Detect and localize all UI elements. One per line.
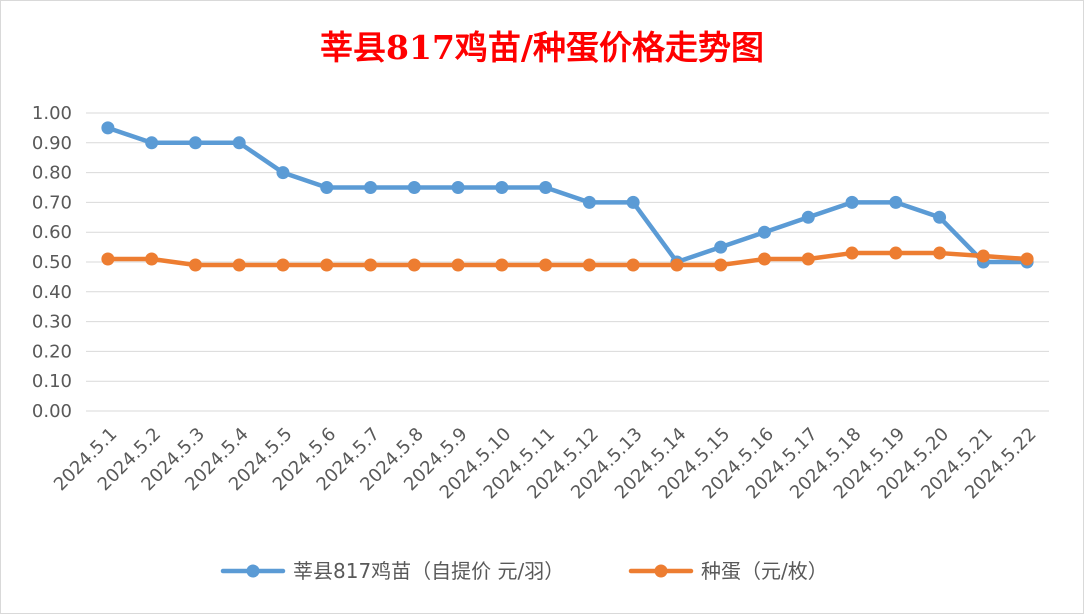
data-point — [101, 252, 115, 266]
data-point — [933, 246, 947, 260]
data-point — [232, 258, 246, 272]
y-tick-label: 0.40 — [32, 282, 72, 303]
data-point — [539, 181, 553, 194]
y-axis-ticks: 0.00 0.10 0.20 0.30 0.40 0.50 0.60 0.70 0.80 0.90… — [32, 103, 72, 422]
y-tick-label: 1.00 — [32, 103, 72, 124]
data-point — [188, 258, 202, 272]
series-line — [105, 125, 1030, 265]
data-point — [1020, 252, 1034, 266]
data-point — [451, 181, 465, 194]
y-tick-label: 0.60 — [32, 222, 72, 243]
data-point — [495, 258, 509, 272]
data-point — [407, 258, 421, 272]
data-point — [364, 181, 378, 194]
data-point — [495, 181, 509, 194]
data-point — [933, 210, 947, 224]
legend: 莘县817鸡苗（自提价 元/羽） 种蛋（元/枚） — [220, 559, 828, 583]
series-layer — [101, 121, 1034, 272]
data-point — [276, 258, 290, 272]
data-point — [845, 246, 859, 260]
legend-swatch-marker — [246, 564, 260, 578]
data-point — [320, 181, 334, 194]
chart-title: 莘县817鸡苗/种蛋价格走势图 — [320, 28, 764, 67]
y-tick-label: 0.90 — [32, 133, 72, 154]
legend-label: 种蛋（元/枚） — [701, 559, 828, 583]
data-point — [889, 246, 903, 260]
x-axis-ticks: 2024.5.12024.5.22024.5.32024.5.42024.5.5… — [50, 424, 1041, 504]
y-tick-label: 0.80 — [32, 163, 72, 184]
data-point — [626, 258, 640, 272]
data-point — [626, 195, 640, 209]
data-point — [670, 258, 684, 272]
legend-item: 种蛋（元/枚） — [628, 559, 828, 583]
series-2 — [101, 246, 1034, 272]
series-line — [105, 250, 1030, 268]
data-point — [757, 225, 771, 239]
y-tick-label: 0.20 — [32, 341, 72, 362]
data-point — [889, 195, 903, 209]
data-point — [714, 258, 728, 272]
data-point — [976, 249, 990, 263]
legend-label: 莘县817鸡苗（自提价 元/羽） — [293, 559, 564, 583]
y-tick-label: 0.30 — [32, 312, 72, 333]
data-point — [276, 166, 290, 180]
data-point — [582, 258, 596, 272]
data-point — [364, 258, 378, 272]
data-point — [101, 121, 115, 135]
data-point — [320, 258, 334, 272]
data-point — [801, 210, 815, 224]
y-tick-label: 0.00 — [32, 401, 72, 422]
y-tick-label: 0.10 — [32, 371, 72, 392]
data-point — [757, 252, 771, 266]
data-point — [232, 136, 246, 150]
data-point — [582, 195, 596, 209]
gridlines — [86, 112, 1049, 412]
data-point — [714, 240, 728, 254]
data-point — [188, 136, 202, 150]
y-tick-label: 0.70 — [32, 192, 72, 213]
data-point — [539, 258, 553, 272]
y-tick-label: 0.50 — [32, 252, 72, 273]
data-point — [145, 136, 159, 150]
legend-swatch-marker — [654, 564, 668, 578]
data-point — [407, 181, 421, 194]
data-point — [845, 195, 859, 209]
data-point — [451, 258, 465, 272]
legend-item: 莘县817鸡苗（自提价 元/羽） — [220, 559, 564, 583]
data-point — [145, 252, 159, 266]
series-1 — [101, 121, 1034, 269]
data-point — [801, 252, 815, 266]
